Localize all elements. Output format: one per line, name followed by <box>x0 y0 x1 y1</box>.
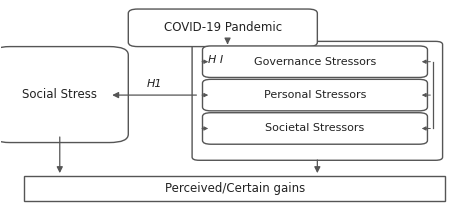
FancyBboxPatch shape <box>192 41 443 160</box>
Text: H I: H I <box>208 55 223 65</box>
FancyBboxPatch shape <box>202 113 428 144</box>
Text: Governance Stressors: Governance Stressors <box>254 57 376 67</box>
FancyBboxPatch shape <box>202 46 428 77</box>
Text: Societal Stressors: Societal Stressors <box>265 123 365 134</box>
FancyBboxPatch shape <box>0 47 128 143</box>
FancyBboxPatch shape <box>202 79 428 111</box>
Text: COVID-19 Pandemic: COVID-19 Pandemic <box>164 21 282 34</box>
Text: Personal Stressors: Personal Stressors <box>264 90 366 100</box>
FancyBboxPatch shape <box>128 9 318 47</box>
Text: H1: H1 <box>146 79 162 89</box>
Bar <box>24 176 445 201</box>
Text: Perceived/Certain gains: Perceived/Certain gains <box>164 182 305 195</box>
Text: Social Stress: Social Stress <box>22 88 97 101</box>
